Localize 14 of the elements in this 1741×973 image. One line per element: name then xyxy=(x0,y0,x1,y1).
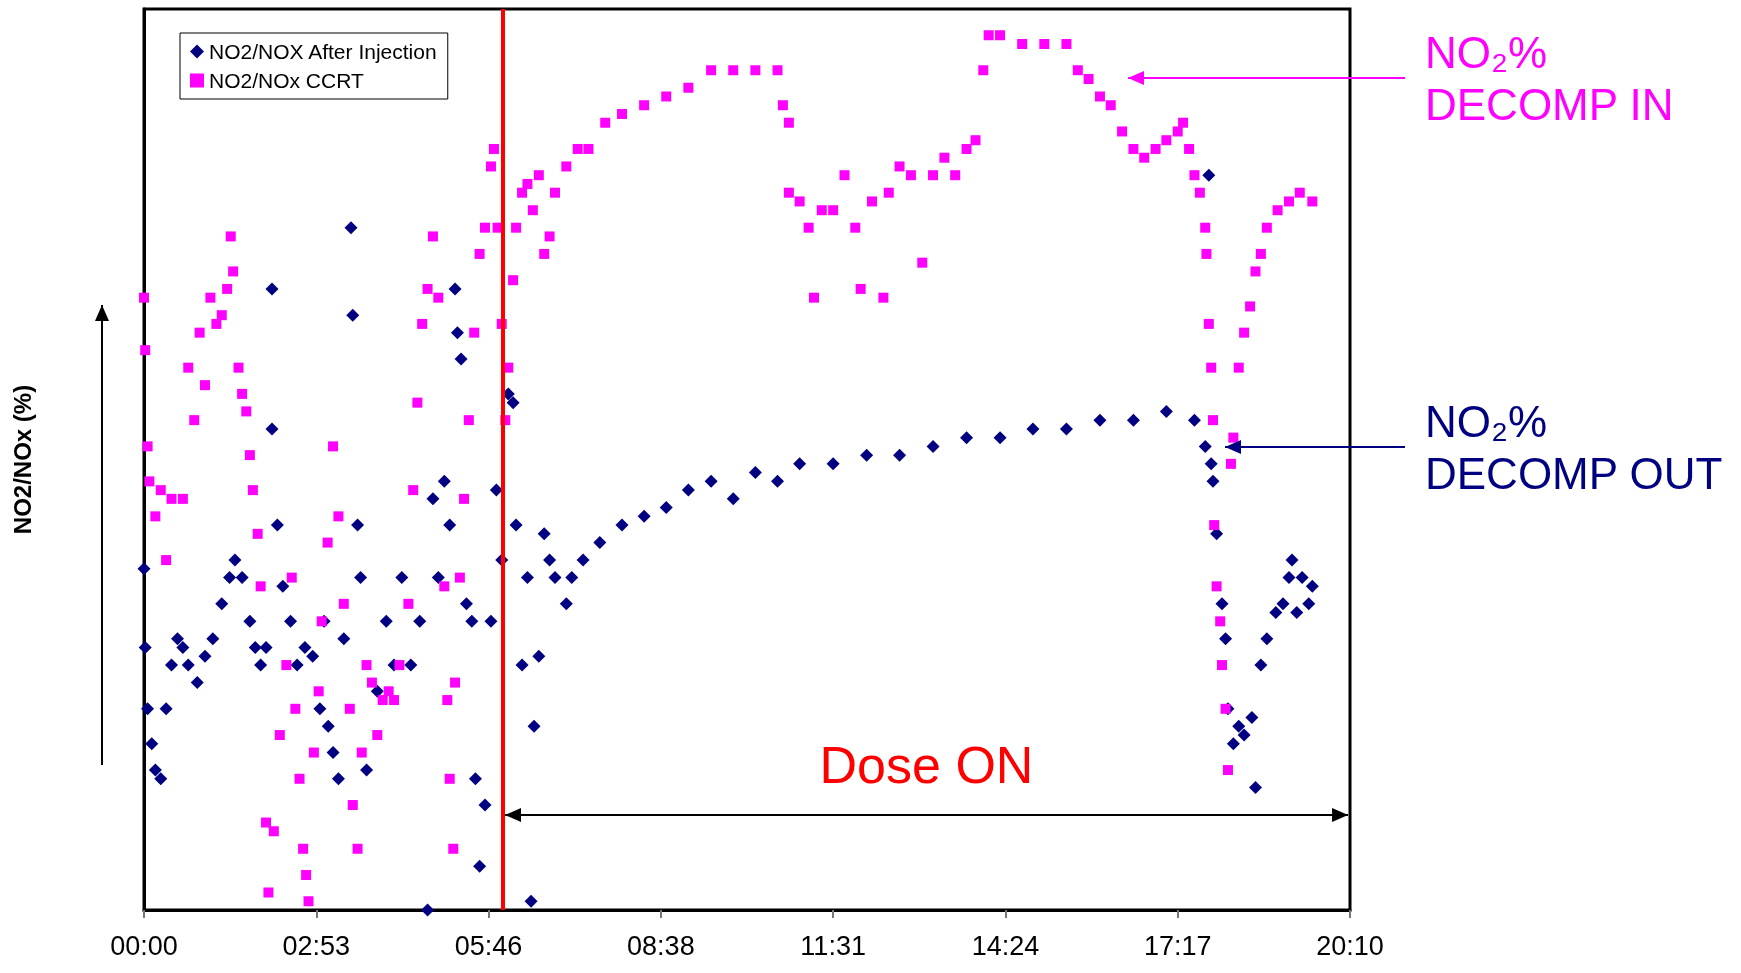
x-tick-label: 11:31 xyxy=(800,930,866,961)
x-tick-label: 02:53 xyxy=(282,930,351,961)
y-axis-title: NO2/NOx (%) xyxy=(8,384,36,535)
x-tick-label: 17:17 xyxy=(1143,930,1212,961)
annotation: Dose ON xyxy=(819,736,1034,794)
text: NO₂% DECOMP IN xyxy=(1425,27,1674,129)
x-tick-label: 20:10 xyxy=(1316,930,1384,961)
x-tick-label: 08:38 xyxy=(627,930,695,961)
legend-label: NO2/NOX After Injection xyxy=(209,40,437,63)
x-tick-label: 14:24 xyxy=(971,930,1040,961)
x-tick-label: 00:00 xyxy=(110,930,178,961)
text: NO₂% DECOMP OUT xyxy=(1425,396,1723,498)
x-tick-label: 05:46 xyxy=(454,930,523,961)
legend-label: NO2/NOx CCRT xyxy=(209,69,364,92)
